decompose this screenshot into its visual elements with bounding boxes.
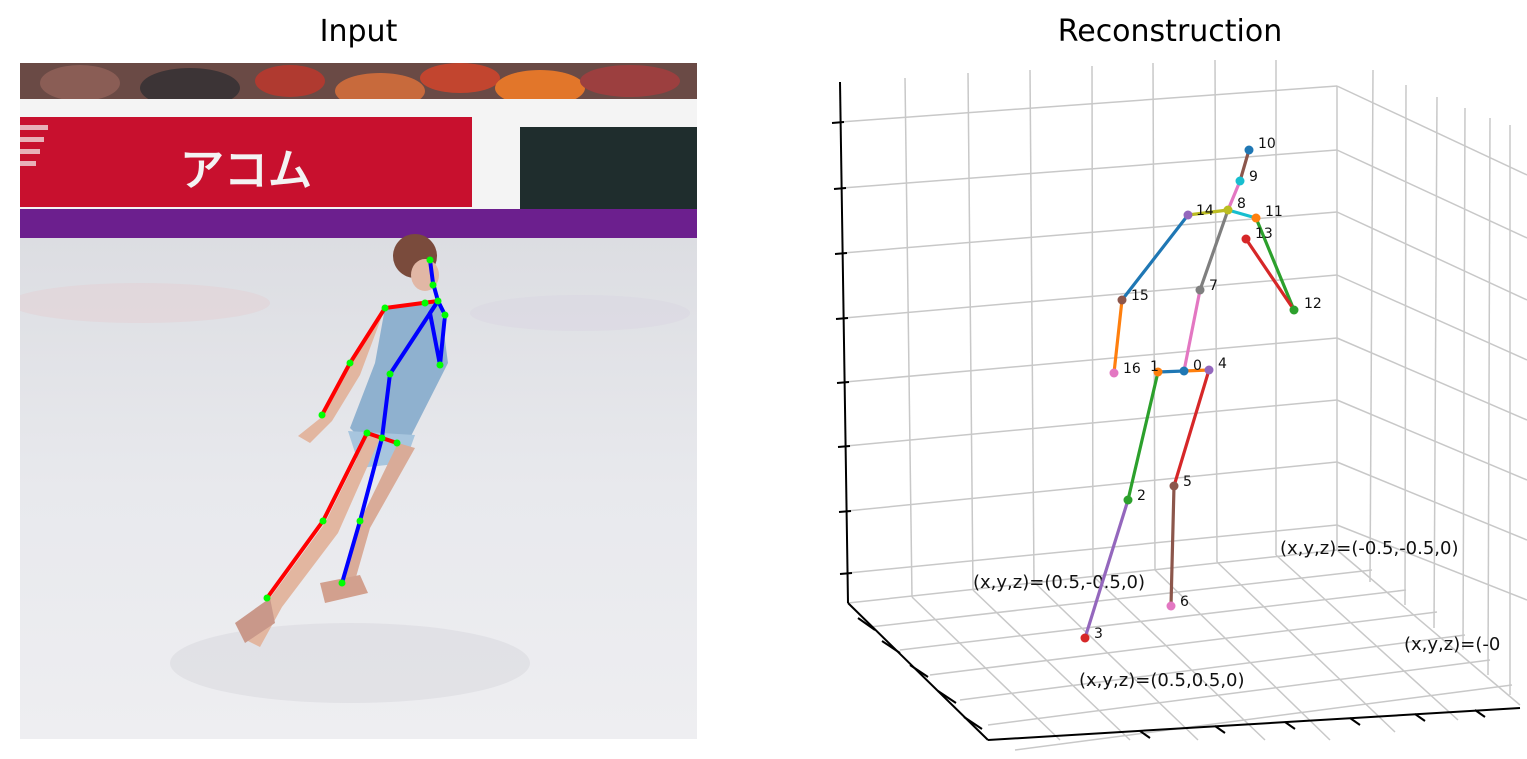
joint-15 — [1118, 296, 1127, 305]
corner-label-near-left: (x,y,z)=(0.5,-0.5,0) — [973, 572, 1145, 593]
input-image: アコム — [20, 63, 697, 739]
joint-label-7: 7 — [1209, 278, 1218, 294]
bone-4-5 — [1174, 370, 1209, 486]
joint-label-3: 3 — [1094, 626, 1103, 642]
joint-0 — [1180, 367, 1189, 376]
joint-label-13: 13 — [1255, 226, 1273, 242]
right-wall-grid — [1337, 70, 1527, 695]
joint-16 — [1110, 369, 1119, 378]
joint-label-2: 2 — [1137, 488, 1146, 504]
reconstruction-plot: (x,y,z)=(0.5,-0.5,0) (x,y,z)=(-0.5,-0.5,… — [820, 60, 1527, 759]
joint-6 — [1167, 602, 1176, 611]
bone-2-3 — [1085, 500, 1128, 638]
joint-label-11: 11 — [1265, 204, 1283, 220]
joint-label-5: 5 — [1183, 474, 1192, 490]
z-axis — [840, 82, 848, 603]
joint-label-6: 6 — [1180, 594, 1189, 610]
joint-3 — [1081, 634, 1090, 643]
joint-label-12: 12 — [1304, 296, 1322, 312]
joint-label-1: 1 — [1150, 359, 1159, 375]
joint-label-0: 0 — [1193, 358, 1202, 374]
corner-label-front: (x,y,z)=(0.5,0.5,0) — [1079, 670, 1245, 691]
joint-label-15: 15 — [1131, 288, 1149, 304]
corner-label-right-edge: (x,y,z)=(-0 — [1404, 634, 1500, 655]
input-panel-title: Input — [20, 14, 697, 49]
joint-5 — [1170, 482, 1179, 491]
joint-label-14: 14 — [1196, 203, 1214, 219]
dark-banner — [520, 127, 697, 215]
joint-12 — [1290, 306, 1299, 315]
joint-4 — [1205, 366, 1214, 375]
joint-7 — [1196, 286, 1205, 295]
joint-label-16: 16 — [1123, 361, 1141, 377]
joint-label-8: 8 — [1237, 196, 1246, 212]
joint-11 — [1252, 214, 1261, 223]
joint-13 — [1242, 235, 1251, 244]
corner-label-far-right: (x,y,z)=(-0.5,-0.5,0) — [1280, 538, 1459, 559]
sign-text: アコム — [180, 145, 312, 196]
joint-2 — [1124, 496, 1133, 505]
joint-10 — [1245, 146, 1254, 155]
joint-14 — [1184, 211, 1193, 220]
joint-8 — [1224, 206, 1233, 215]
skeleton-3d-bones — [1085, 150, 1294, 638]
joint-label-10: 10 — [1258, 136, 1276, 152]
bone-15-16 — [1114, 300, 1122, 373]
y-axis — [988, 708, 1520, 740]
bone-9-10 — [1240, 150, 1249, 181]
joint-9 — [1236, 177, 1245, 186]
reconstruction-panel-title: Reconstruction — [840, 14, 1500, 49]
joint-label-9: 9 — [1249, 169, 1258, 185]
joint-label-4: 4 — [1218, 356, 1227, 372]
